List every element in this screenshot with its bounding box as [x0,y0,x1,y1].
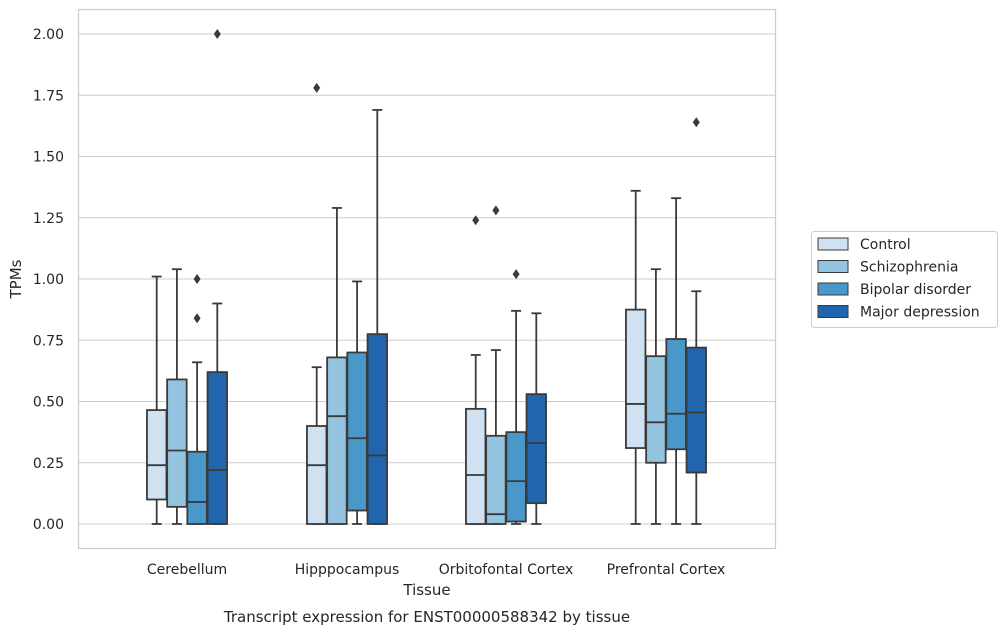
legend-label: Major depression [860,305,980,321]
y-tick-label: 1.25 [33,211,64,227]
outlier-point [193,274,201,284]
iqr-box [665,338,687,451]
y-tick-labels: 0.00 0.25 0.50 0.75 1.00 1.25 1.50 1.75 2.00 [33,27,64,533]
iqr-box [166,378,188,508]
box-3-2 [665,197,687,525]
box-3-3 [685,117,707,525]
iqr-box [346,351,368,512]
outlier-point [193,313,201,324]
box-3-1 [645,268,667,525]
y-axis-label: TPMs [7,259,25,299]
outlier-point [313,82,321,93]
iqr-box [505,431,527,523]
iqr-box [465,407,487,525]
box-1-2 [346,280,368,525]
iqr-box [366,333,388,525]
outlier-point [213,29,221,39]
boxes [146,29,707,525]
outlier-point [492,205,500,216]
legend-label: Control [860,237,911,253]
legend-item: Bipolar disorder [817,282,971,298]
y-tick-label: 0.00 [33,517,64,533]
iqr-box [685,346,707,474]
y-tick-label: 0.25 [33,456,64,472]
iqr-box [206,371,228,525]
x-tick-label: Hipppocampus [295,562,400,578]
outlier-point [472,215,480,226]
legend-swatch [817,237,849,251]
plot-frame [77,8,777,550]
outlier-point [692,117,700,128]
iqr-box [186,450,208,525]
legend: Control Schizophrenia Bipolar disorder Majo… [811,231,998,328]
iqr-box [625,308,647,449]
legend-item: Control [817,237,911,253]
chart-title: Transcript expression for ENST0000058834… [223,608,630,626]
legend-item: Schizophrenia [817,260,958,276]
iqr-box [645,355,667,464]
box-0-2 [186,274,208,525]
y-tick-label: 0.75 [33,333,64,349]
legend-label: Schizophrenia [860,260,958,276]
box-0-3 [206,29,228,525]
legend-swatch [817,260,849,273]
box-0-0 [146,275,168,525]
box-1-1 [326,207,348,525]
box-2-3 [525,312,547,525]
legend-label: Bipolar disorder [860,282,971,298]
x-axis-label: Tissue [402,581,450,599]
y-tick-label: 1.50 [33,150,64,166]
y-tick-label: 0.50 [33,395,64,411]
outlier-point [512,269,520,280]
legend-frame [811,231,998,328]
box-3-0 [625,189,647,525]
x-tick-label: Prefrontal Cortex [607,562,726,578]
iqr-box [485,434,507,525]
box-2-0 [465,215,487,525]
iqr-box [146,409,168,501]
legend-swatch [817,305,849,318]
legend-item: Major depression [817,305,980,321]
box-2-2 [505,269,527,525]
box-1-3 [366,109,388,525]
iqr-box [326,356,348,525]
box-2-1 [485,205,507,525]
y-tick-label: 1.00 [33,272,64,288]
x-tick-label: Cerebellum [147,562,227,578]
y-tick-label: 2.00 [33,27,64,43]
legend-swatch [817,282,849,296]
iqr-box [525,393,547,505]
x-tick-label: Orbitofontal Cortex [439,562,574,578]
iqr-box [306,425,328,525]
x-tick-labels: Cerebellum Hipppocampus Orbitofontal Corte… [147,562,725,578]
y-tick-label: 1.75 [33,88,64,104]
box-0-1 [166,268,188,525]
box-1-0 [306,82,328,525]
